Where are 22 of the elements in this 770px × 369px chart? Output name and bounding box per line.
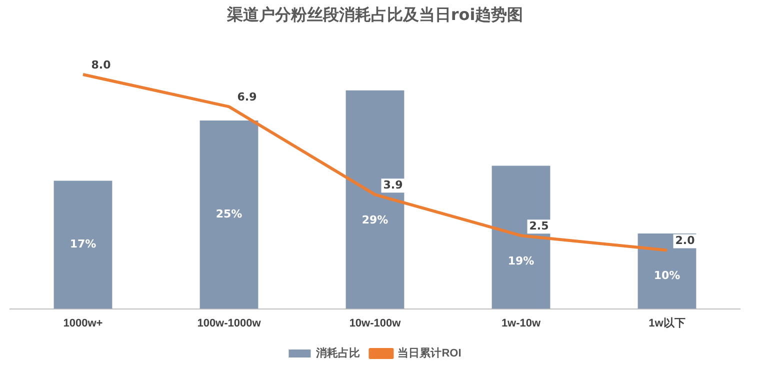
data-label: 29% (362, 213, 388, 226)
data-label: 17% (70, 238, 96, 251)
data-label: 6.9 (237, 90, 257, 104)
chart-title: 渠道户分粉丝段消耗占比及当日roi趋势图 (226, 4, 524, 24)
data-label: 25% (216, 208, 242, 221)
bar (200, 120, 258, 309)
data-label: 19% (508, 254, 534, 268)
data-label: 3.9 (383, 178, 403, 192)
x-tick-label: 1000w+ (63, 317, 103, 330)
data-label: 2.5 (529, 219, 549, 232)
bar (346, 90, 404, 309)
legend-label: 消耗占比 (315, 346, 360, 360)
x-tick-label: 100w-1000w (197, 317, 262, 330)
x-tick-label: 1w以下 (648, 316, 686, 330)
bar (54, 180, 112, 309)
data-label: 8.0 (91, 58, 112, 72)
legend-label: 当日累计ROI (398, 346, 462, 360)
x-tick-label: 10w-100w (349, 317, 402, 330)
data-label: 2.0 (675, 234, 696, 248)
x-tick-label: 1w-10w (501, 317, 541, 330)
bar (492, 166, 550, 309)
data-label: 10% (654, 269, 680, 282)
